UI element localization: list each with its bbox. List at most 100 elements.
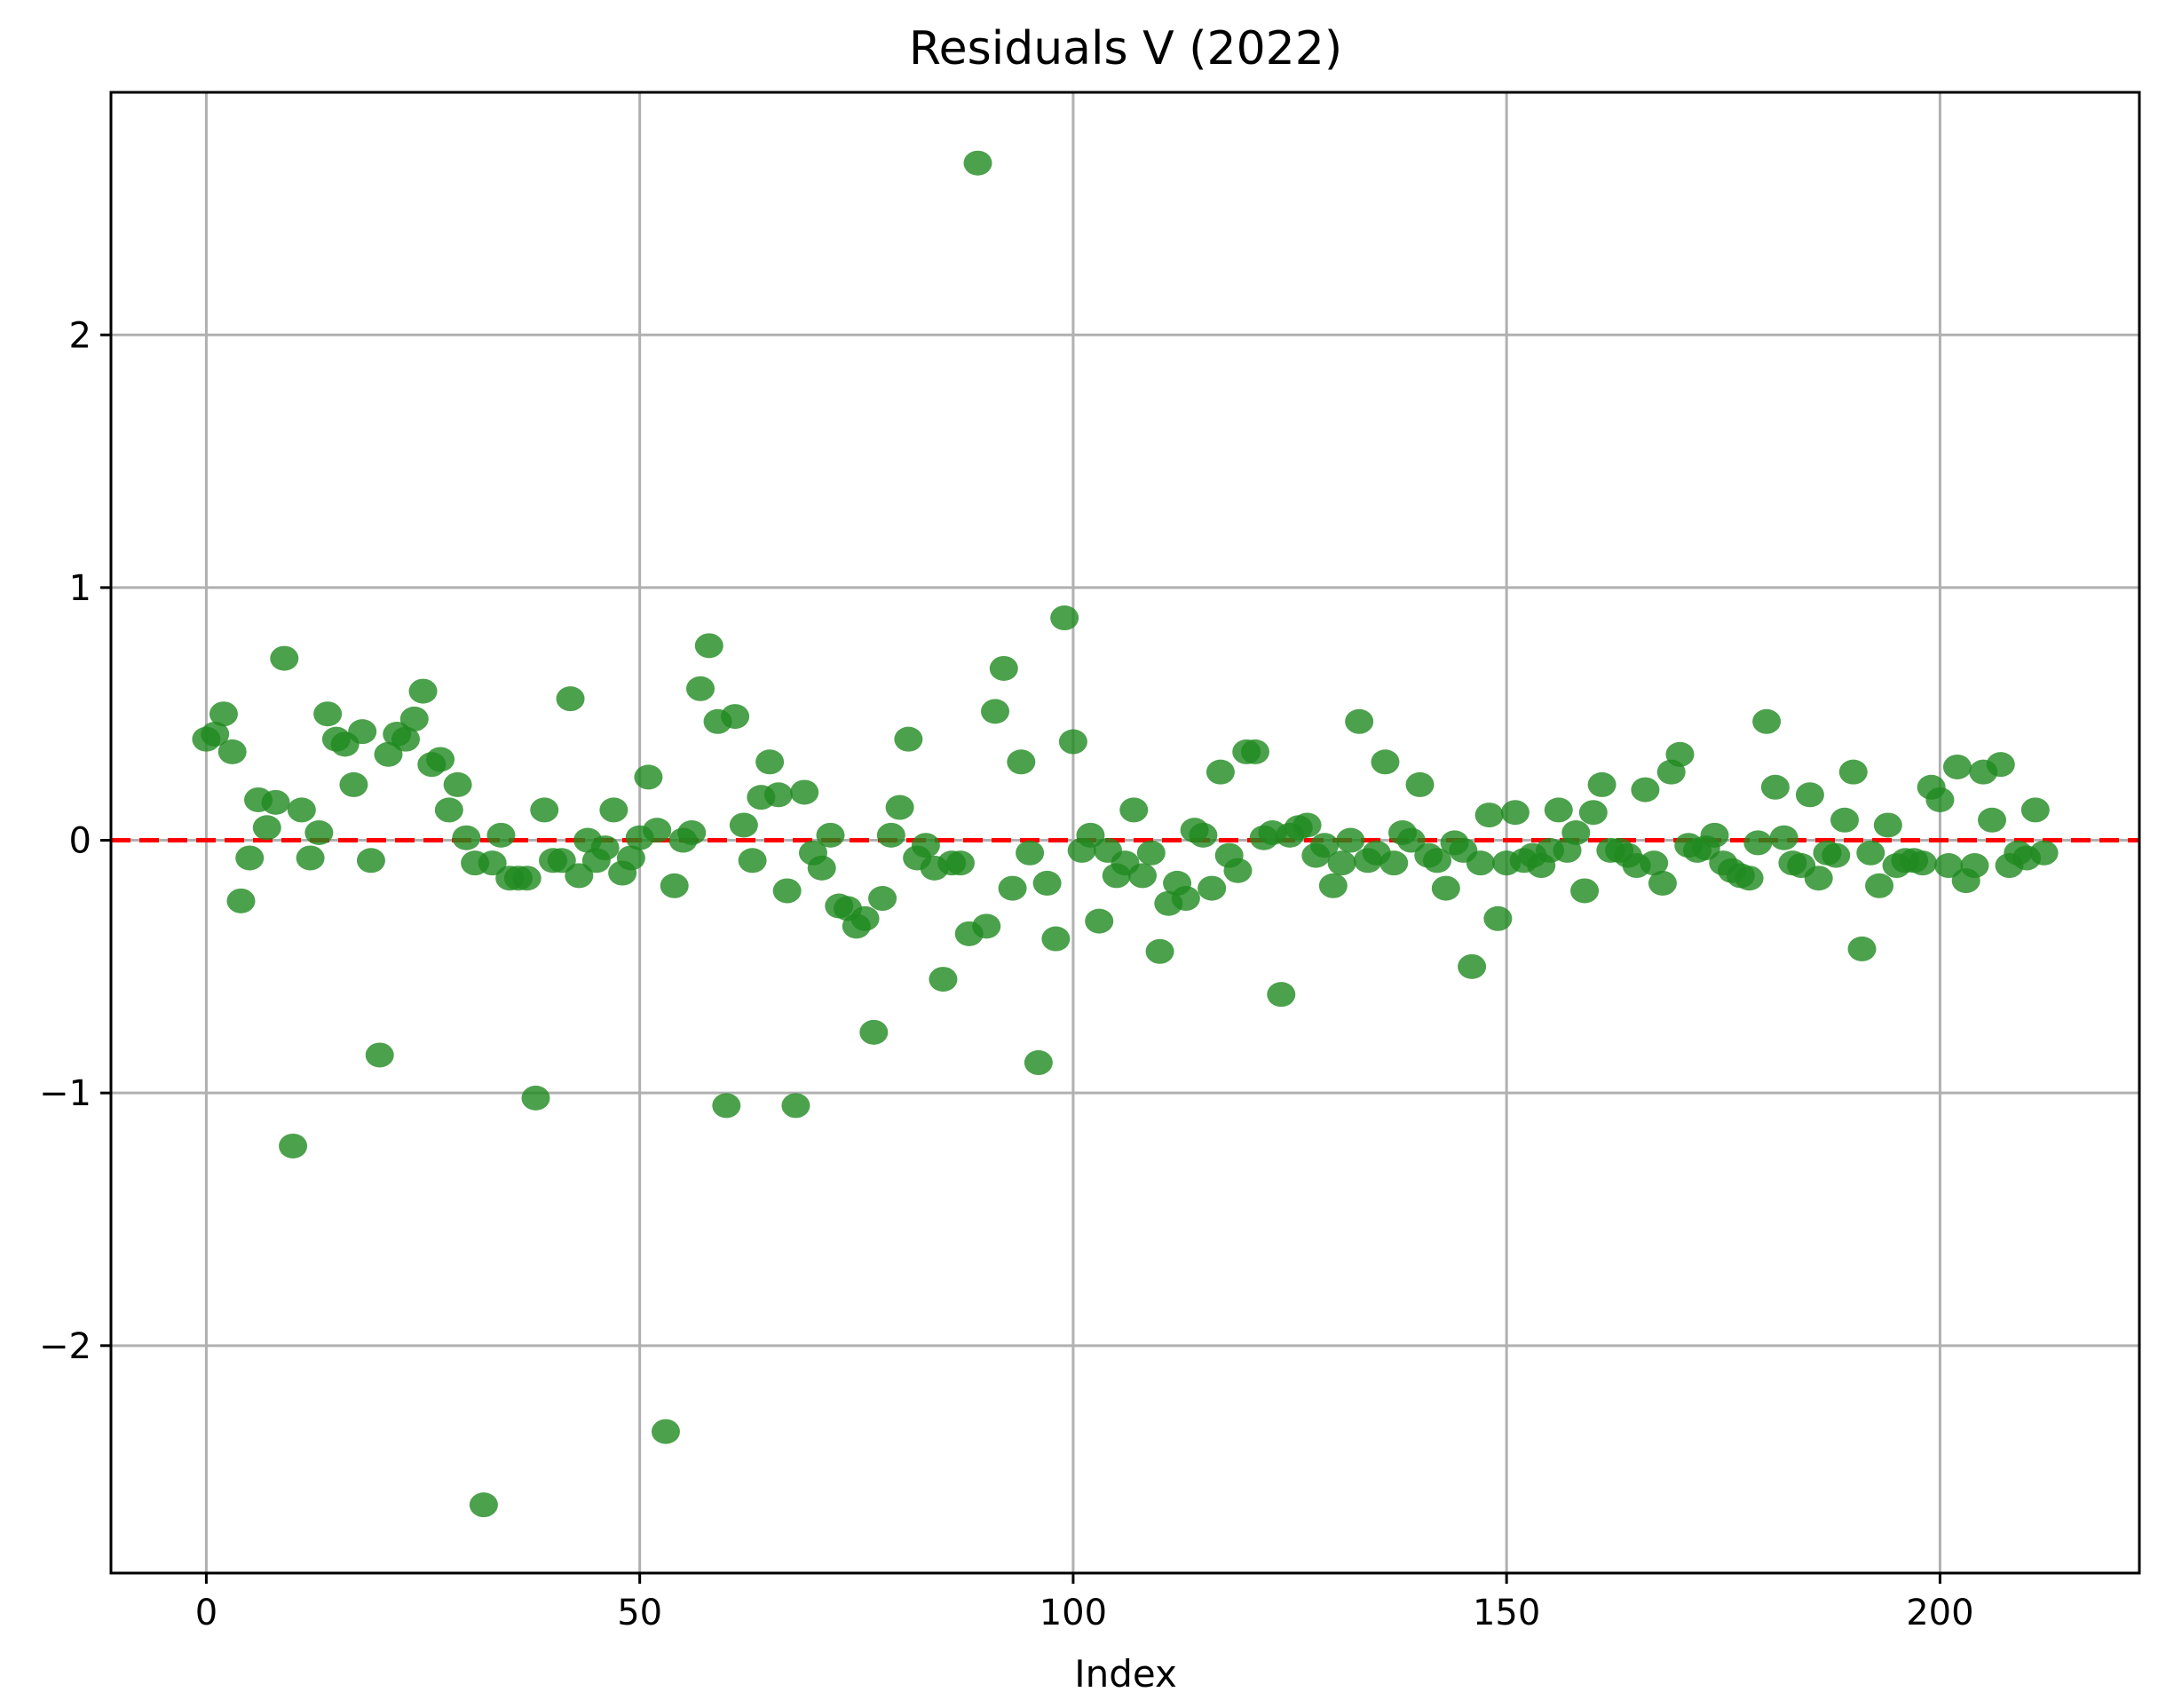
residual-point (1336, 827, 1365, 853)
residual-point (876, 822, 905, 848)
residual-point (885, 795, 914, 820)
residual-points (192, 150, 2059, 1518)
residual-point (1041, 926, 1071, 952)
residual-point (1873, 812, 1902, 838)
residual-point (755, 749, 785, 775)
residual-point (1345, 708, 1374, 734)
plot-frame (109, 91, 2141, 1575)
residual-point (963, 150, 992, 176)
x-tick-label: 150 (1473, 1593, 1540, 1633)
residual-point (2029, 840, 2059, 866)
residual-point (530, 797, 559, 823)
residual-point (1578, 800, 1608, 826)
residual-point (356, 848, 385, 874)
residual-point (512, 866, 542, 891)
residual-point (616, 845, 645, 871)
x-tick-label: 0 (195, 1593, 217, 1633)
residual-point (1050, 605, 1079, 631)
residual-point (1942, 754, 1972, 779)
residual-point (1145, 938, 1174, 964)
residual-point (565, 863, 594, 889)
residual-point (929, 967, 958, 992)
residual-point (1752, 708, 1782, 734)
residual-point (1223, 858, 1253, 883)
residual-point (1856, 840, 1885, 866)
x-tick-label: 50 (617, 1593, 662, 1633)
residual-point (1458, 953, 1487, 979)
residual-point (1396, 827, 1426, 853)
residual-point (521, 1085, 550, 1111)
y-tick-label: −2 (39, 1326, 91, 1367)
residual-point (1847, 936, 1877, 961)
residual-point (1838, 759, 1868, 785)
residual-point (781, 1093, 810, 1119)
residual-point (1024, 1050, 1053, 1076)
x-axis-ticks: 0 50 100 150 200 (195, 1573, 1974, 1633)
residual-point (1474, 803, 1504, 828)
x-tick-label: 100 (1040, 1593, 1107, 1633)
residual-point (1804, 866, 1833, 891)
residual-point (201, 721, 230, 747)
residual-point (1198, 875, 1227, 901)
residual-point (443, 771, 472, 797)
residual-point (296, 845, 325, 871)
residual-point (1700, 822, 1729, 848)
residual-point (807, 855, 836, 881)
residual-point (1267, 982, 1296, 1008)
residual-point (1648, 870, 1677, 896)
residual-point (998, 875, 1027, 901)
residual-point (1405, 771, 1435, 797)
residual-point (226, 888, 256, 913)
residual-point (1760, 774, 1790, 800)
residual-point (339, 771, 368, 797)
residual-point (651, 1419, 680, 1444)
residual-point (643, 818, 672, 843)
residual-point (1171, 886, 1200, 912)
residual-point (1735, 866, 1764, 891)
residual-point (1483, 905, 1513, 931)
residual-point (729, 812, 758, 838)
residual-point (1500, 800, 1530, 826)
residual-point (426, 747, 455, 772)
residual-point (599, 797, 628, 823)
residual-point (738, 848, 767, 874)
residual-point (894, 726, 923, 752)
residual-point (547, 848, 576, 874)
residual-point (816, 822, 845, 848)
residual-point (1769, 825, 1798, 850)
y-tick-label: 1 (69, 568, 91, 609)
residual-point (1743, 830, 1773, 856)
residual-point (660, 873, 689, 898)
residual-point (478, 850, 507, 876)
residual-point (712, 1093, 741, 1119)
residual-point (1822, 842, 1851, 868)
residual-point (270, 645, 299, 671)
residual-point (694, 633, 723, 659)
residual-point (1136, 840, 1166, 866)
residual-point (972, 913, 1001, 939)
residual-point (1795, 782, 1824, 808)
residual-point (1076, 822, 1105, 848)
residual-point (287, 797, 316, 823)
residual-point (2020, 797, 2050, 823)
residual-point (1327, 850, 1356, 876)
residual-point (911, 833, 940, 858)
residual-point (1058, 729, 1087, 755)
residual-point (1830, 807, 1859, 833)
residual-point (1908, 850, 1937, 876)
residual-point (686, 676, 715, 701)
residual-point (1206, 759, 1235, 785)
residual-point (1631, 777, 1660, 803)
residual-point (452, 825, 481, 850)
residual-point (374, 741, 403, 767)
residual-point (790, 779, 819, 805)
residual-point (1032, 870, 1062, 896)
residual-point (763, 782, 793, 808)
residual-point (313, 701, 343, 727)
residual-point (235, 845, 265, 871)
y-tick-label: 0 (69, 821, 91, 862)
residual-point (1960, 853, 1989, 879)
residual-point (1310, 833, 1340, 858)
residual-point (1665, 741, 1695, 767)
